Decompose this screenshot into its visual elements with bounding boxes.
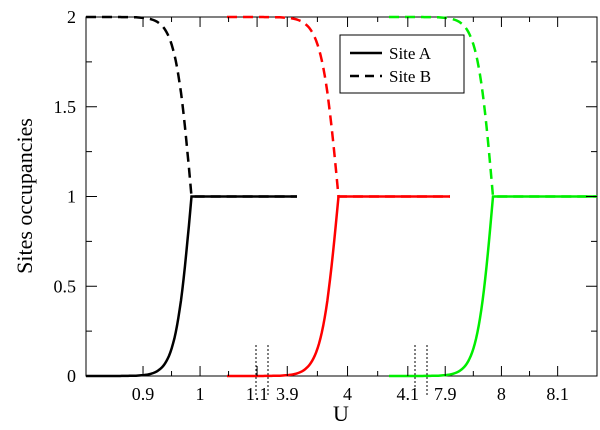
site-b-line (86, 15, 297, 198)
site-a-line (86, 195, 297, 378)
site-b-line (389, 15, 597, 198)
x-tick-label: 0.9 (132, 384, 155, 404)
x-tick-label: 4.1 (397, 384, 420, 404)
x-tick-label: 8 (497, 384, 506, 404)
legend-box (339, 34, 465, 94)
x-tick-label: 1.1 (246, 384, 269, 404)
y-tick-label: 1 (67, 187, 76, 207)
x-axis-label: U (333, 401, 349, 426)
x-tick-label: 8.1 (546, 384, 569, 404)
x-tick-label: 1 (196, 384, 205, 404)
x-tick-label: 3.9 (276, 384, 299, 404)
legend-site-a-label: Site A (389, 44, 432, 63)
legend-site-b-label: Site B (389, 67, 431, 86)
y-tick-label: 0.5 (54, 276, 77, 296)
site-b-line (227, 15, 450, 198)
legend: Site A Site B (339, 34, 465, 94)
axis-ticks: 0 0.5 1 1.5 2 0.9 1 1.1 3.9 4 4.1 7.9 8 8.1 (54, 7, 597, 404)
y-tick-label: 2 (67, 7, 76, 27)
y-tick-label: 1.5 (54, 97, 77, 117)
x-tick-label: 4 (343, 384, 352, 404)
x-tick-label: 7.9 (434, 384, 457, 404)
site-a-line (389, 195, 597, 378)
site-a-line (227, 195, 450, 378)
y-axis-label: Sites occupancies (12, 118, 37, 274)
chart-marks (86, 15, 597, 378)
y-tick-label: 0 (67, 366, 76, 386)
